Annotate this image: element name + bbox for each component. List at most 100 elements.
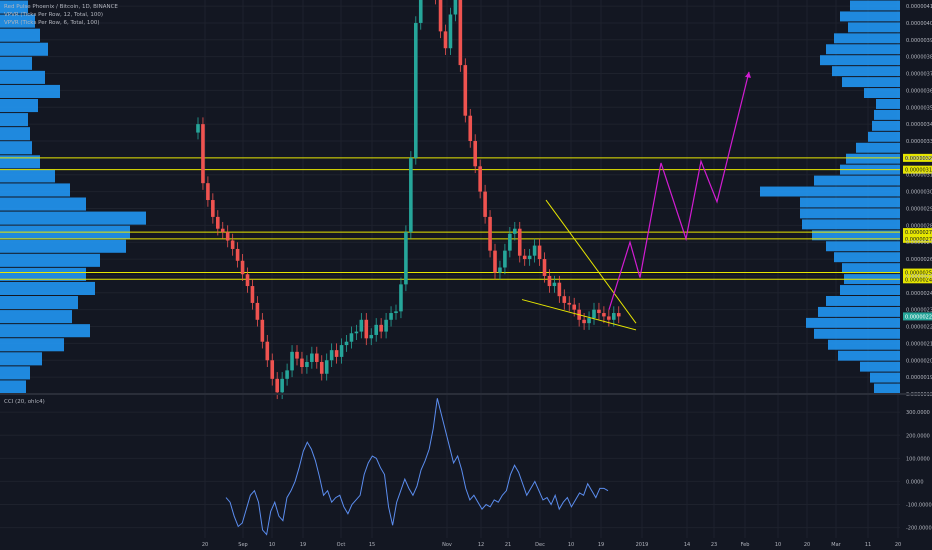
candle-body [300, 358, 304, 368]
candle-body [513, 228, 517, 234]
volume-bar-left [0, 70, 45, 84]
volume-bar-right [876, 99, 900, 109]
candle-body [201, 124, 205, 184]
time-tick-label: Oct [337, 542, 346, 548]
time-axis[interactable]: 20 Sep 10 19 Oct 15 Nov 12 21 Dec 10 19 2019 14 23 Feb 1… [202, 542, 901, 548]
volume-bar-right [874, 109, 900, 120]
candle-body [592, 309, 596, 319]
candle-body [329, 350, 334, 361]
wedge-lower-line [521, 299, 637, 331]
candle-body [463, 65, 468, 116]
volume-bar-right [872, 120, 900, 131]
volume-bar-left [0, 183, 70, 197]
candle-body [443, 31, 448, 49]
cci-title[interactable]: CCI (20, ohlc4) [4, 399, 45, 405]
volume-bar-left [0, 352, 42, 366]
vpvr-legend-1[interactable]: VPVR (Ticks Per Row, 12, Total, 100) [4, 12, 104, 18]
candle-body [344, 341, 349, 346]
candle-body [369, 334, 374, 339]
candle-body [394, 311, 398, 314]
candle-body [319, 361, 324, 374]
candle-body [196, 124, 200, 133]
time-tick-label: Sep [238, 542, 247, 548]
candle-body [315, 353, 319, 362]
vpvr-legend-2[interactable]: VPVR (Ticks Per Row, 6, Total, 100) [4, 20, 100, 26]
volume-bar-left [0, 253, 100, 267]
volume-bar-right [832, 66, 900, 77]
candle-body [374, 324, 378, 335]
volume-bar-left [0, 113, 28, 127]
candle-body [557, 282, 562, 297]
candle-body [240, 260, 245, 275]
level-label-bg [903, 234, 932, 243]
volume-bar-right [826, 296, 900, 306]
volume-bar-right [848, 22, 900, 33]
cci-line [225, 398, 609, 536]
candle-body [414, 22, 418, 158]
candle-body [399, 284, 403, 312]
candle-body [597, 309, 601, 314]
volume-bar-right [838, 350, 900, 361]
candle-body [532, 245, 537, 256]
time-tick-label: 12 [478, 542, 484, 548]
projection-arrowhead [745, 71, 751, 78]
main-legend: Red Pulse Phoenix / Bitcoin, 1D, BINANCE… [4, 3, 118, 27]
candle-body [379, 324, 383, 332]
volume-bar-left [0, 141, 32, 155]
candle-body [275, 378, 279, 393]
cci-tick-label: 200.0000 [906, 433, 930, 439]
candle-body [453, 0, 458, 15]
volume-bar-right [814, 175, 900, 186]
time-tick-label: 19 [300, 542, 306, 548]
cci-tick-label: -100.0000 [906, 503, 932, 509]
level-label: 0.00000252 [905, 271, 932, 277]
cci-tick-label: -200.0000 [906, 526, 932, 532]
level-label-bg [903, 165, 932, 174]
symbol-title[interactable]: Red Pulse Phoenix / Bitcoin, 1D, BINANCE [4, 4, 118, 10]
candle-body [270, 360, 275, 379]
volume-bar-right [760, 186, 900, 197]
volume-bar-right [842, 263, 900, 274]
candle-body [503, 250, 507, 268]
time-tick-label: Feb [741, 542, 750, 548]
volume-bar-left [0, 84, 60, 98]
volume-profile [0, 0, 900, 394]
cci-tick-label: 100.0000 [906, 456, 930, 462]
candle-body [612, 313, 616, 320]
candle-body [527, 255, 532, 260]
time-tick-label: 10 [269, 542, 275, 548]
volume-bar-left [0, 296, 78, 310]
level-label-bg [903, 153, 932, 162]
candle-body [478, 166, 482, 192]
candle-body [602, 313, 606, 317]
volume-bar-left [0, 197, 86, 211]
volume-bar-left [0, 310, 72, 324]
candle-body [547, 275, 552, 287]
candle-body [616, 313, 621, 317]
candle-body [235, 248, 240, 261]
volume-bar-left [0, 0, 28, 14]
candle-body [334, 350, 339, 357]
candle-body [211, 200, 215, 217]
volume-bar-left [0, 14, 35, 28]
time-tick-label: 20 [804, 542, 810, 548]
time-tick-label: Dec [535, 542, 545, 548]
candle-body [290, 351, 294, 371]
projection-path [608, 71, 750, 310]
level-label-bg [903, 268, 932, 277]
time-tick-label: 21 [505, 542, 511, 548]
volume-bar-right [828, 339, 900, 350]
candle-body [265, 341, 270, 361]
candle-body [517, 228, 522, 256]
